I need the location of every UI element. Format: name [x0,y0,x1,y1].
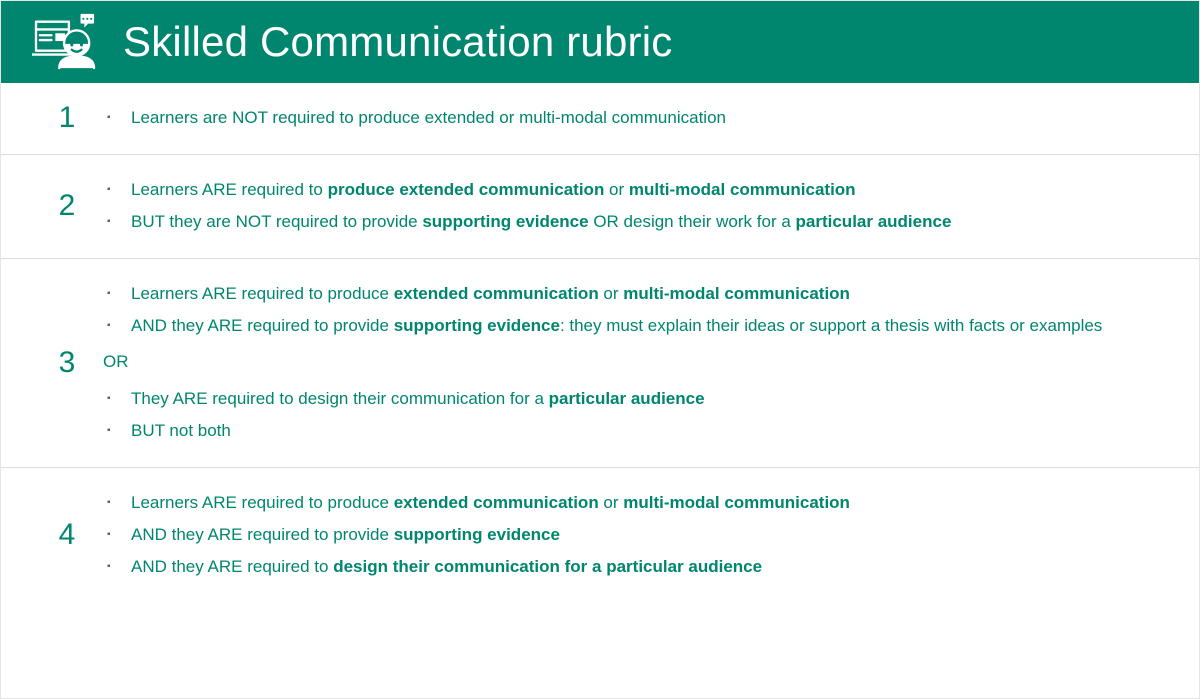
bullet-item: Learners ARE required to produce extende… [103,489,1169,518]
rubric-page: Skilled Communication rubric 1Learners a… [0,0,1200,699]
bullet-list: Learners ARE required to produce extende… [103,176,1169,237]
bullet-item: AND they ARE required to design their co… [103,553,1169,582]
bullet-item: BUT they are NOT required to provide sup… [103,208,1169,237]
rubric-row: 4Learners ARE required to produce extend… [1,467,1199,603]
bullet-item: Learners ARE required to produce extende… [103,280,1169,309]
level-content: Learners ARE required to produce extende… [103,277,1169,449]
bullet-list: Learners ARE required to produce extende… [103,280,1169,341]
bullet-list: They ARE required to design their commun… [103,385,1169,446]
page-title: Skilled Communication rubric [123,18,672,66]
level-number: 1 [31,101,103,135]
level-number: 2 [31,189,103,223]
rubric-row: 1Learners are NOT required to produce ex… [1,83,1199,154]
bullet-item: AND they ARE required to provide support… [103,312,1169,341]
level-content: Learners are NOT required to produce ext… [103,101,1169,136]
bullet-item: Learners are NOT required to produce ext… [103,104,1169,133]
bullet-item: They ARE required to design their commun… [103,385,1169,414]
or-separator: OR [103,348,1169,377]
level-number: 4 [31,518,103,552]
rubric-row: 2Learners ARE required to produce extend… [1,154,1199,258]
communication-icon [31,11,101,73]
level-content: Learners ARE required to produce extende… [103,173,1169,240]
bullet-item: AND they ARE required to provide support… [103,521,1169,550]
level-content: Learners ARE required to produce extende… [103,486,1169,585]
bullet-list: Learners are NOT required to produce ext… [103,104,1169,133]
bullet-list: Learners ARE required to produce extende… [103,489,1169,582]
bullet-item: BUT not both [103,417,1169,446]
header: Skilled Communication rubric [1,1,1199,83]
level-number: 3 [31,346,103,380]
rubric-body: 1Learners are NOT required to produce ex… [1,83,1199,698]
rubric-row: 3 Learners ARE required to produce extend… [1,258,1199,467]
bullet-item: Learners ARE required to produce extende… [103,176,1169,205]
